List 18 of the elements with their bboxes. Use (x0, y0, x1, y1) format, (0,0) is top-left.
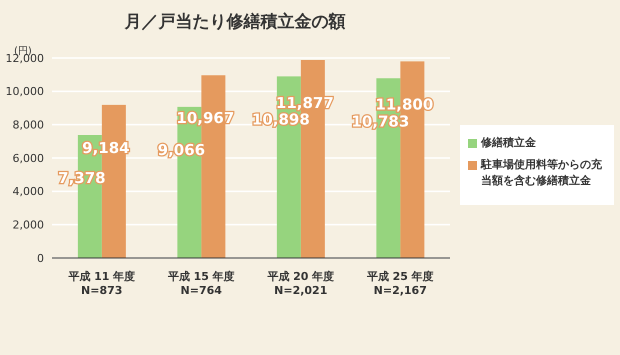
y-tick-label: 2,000 (12, 218, 44, 232)
y-tick-label: 4,000 (12, 185, 44, 198)
data-label: 10,967 (176, 109, 234, 128)
data-label: 11,877 (276, 94, 334, 112)
legend-label: 修繕積立金 (481, 135, 537, 151)
x-tick-label: 平成 25 年度 N=2,167 (366, 270, 434, 297)
chart-title: 月／戸当たり修繕積立金の額 (124, 11, 346, 33)
y-tick-label: 6,000 (12, 152, 44, 165)
data-label: 10,898 (252, 110, 310, 128)
y-tick-label: 8,000 (12, 118, 44, 132)
x-tick-label: 平成 11 年度 N=873 (67, 270, 136, 297)
y-tick-label: 0 (37, 252, 44, 265)
y-tick-label: 10,000 (6, 85, 44, 98)
legend-label: 駐車場使用料等からの充当額を含む修繕積立金 (481, 157, 603, 189)
data-label: 10,783 (351, 112, 410, 130)
x-tick-label: 平成 15 年度 N=764 (166, 270, 235, 297)
data-label: 11,800 (375, 95, 434, 114)
x-tick-label: 平成 20 年度 N=2,021 (266, 270, 334, 297)
